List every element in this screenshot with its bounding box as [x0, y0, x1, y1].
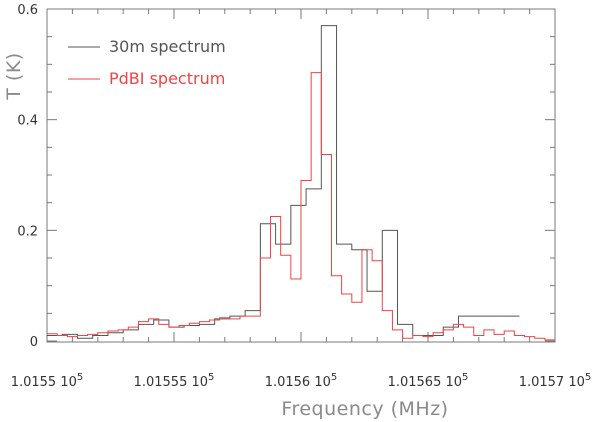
legend: 30m spectrum PdBI spectrum — [68, 37, 226, 88]
x-axis-title: Frequency (MHz) — [281, 398, 448, 420]
x-tick-label: 1.0155 105 — [11, 372, 84, 390]
x-tick-exponent: 5 — [331, 372, 337, 383]
x-tick-label: 1.0156 105 — [265, 372, 338, 390]
y-tick-label: 0 — [30, 335, 38, 350]
y-tick-label: 0.2 — [17, 224, 38, 239]
x-tick-labels: 1.0155 105 1.01555 105 1.0156 105 1.01565 1… — [11, 372, 592, 390]
legend-label: PdBI spectrum — [109, 69, 225, 88]
series-pdbi-line — [47, 72, 555, 341]
plot-frame — [46, 8, 556, 343]
y-tick-labels: 0 0.2 0.4 0.6 — [17, 3, 38, 350]
x-tick-exponent: 5 — [585, 372, 591, 383]
x-tick-label: 1.01555 105 — [134, 372, 215, 390]
series-lines — [47, 25, 555, 341]
x-tick-exponent: 5 — [77, 372, 83, 383]
axis-ticks — [46, 8, 556, 342]
legend-label: 30m spectrum — [109, 37, 226, 56]
y-axis-title: T (K) — [3, 52, 25, 100]
x-tick-label: 1.01565 105 — [388, 372, 469, 390]
series-30m-line — [47, 25, 520, 339]
x-tick-exponent: 5 — [462, 372, 468, 383]
y-tick-label: 0.4 — [17, 114, 38, 129]
y-tick-label: 0.6 — [17, 3, 38, 18]
x-tick-exponent: 5 — [208, 372, 214, 383]
x-tick-label: 1.0157 105 — [519, 372, 592, 390]
